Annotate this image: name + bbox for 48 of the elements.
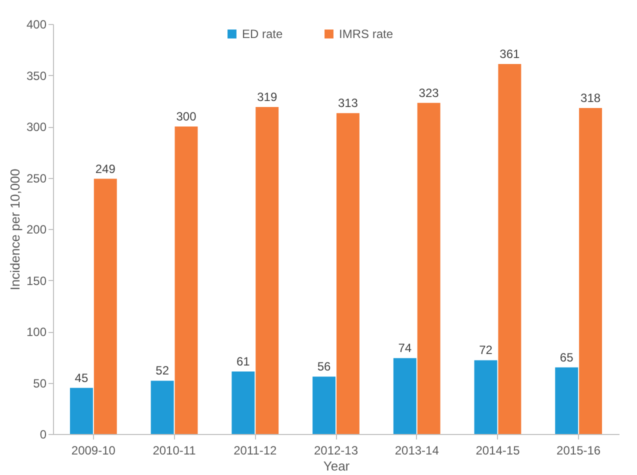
bar — [70, 388, 93, 434]
bar — [393, 358, 416, 434]
data-label: 361 — [500, 46, 520, 61]
data-label: 65 — [560, 350, 574, 364]
data-label: 52 — [156, 364, 170, 378]
bar — [555, 367, 578, 434]
y-tick-label: 250 — [26, 171, 47, 186]
data-label: 74 — [398, 341, 412, 356]
x-tick-label: 2015-16 — [556, 444, 601, 458]
bar — [174, 126, 198, 434]
bar — [94, 178, 117, 434]
y-tick-label: 0 — [40, 428, 47, 442]
bar — [312, 376, 336, 434]
x-tick-label: 2011-12 — [234, 444, 278, 458]
data-label: 72 — [479, 343, 493, 358]
data-label: 45 — [74, 370, 88, 385]
y-tick-label: 200 — [26, 222, 47, 236]
bar — [150, 380, 174, 434]
data-label: 319 — [257, 90, 278, 104]
legend-label: IMRS rate — [339, 27, 394, 41]
y-tick-label: 400 — [26, 18, 47, 32]
legend-label: ED rate — [242, 27, 284, 41]
x-tick-label: 2012-13 — [314, 444, 358, 458]
bar — [417, 102, 440, 434]
data-label: 318 — [580, 91, 601, 106]
bar — [498, 64, 522, 434]
data-label: 323 — [418, 86, 440, 100]
bar — [256, 107, 279, 434]
data-label: 249 — [95, 162, 116, 176]
bar — [232, 371, 255, 434]
y-tick-label: 350 — [26, 68, 47, 83]
bar — [336, 113, 360, 434]
x-tick-label: 2009-10 — [71, 444, 116, 458]
x-tick-label: 2013-14 — [394, 444, 440, 458]
data-label: 300 — [176, 110, 197, 124]
y-tick-label: 150 — [26, 274, 47, 288]
y-tick-label: 100 — [26, 325, 47, 339]
data-label: 56 — [317, 360, 332, 374]
y-tick-label: 50 — [33, 376, 47, 390]
x-tick-label: 2014-15 — [476, 444, 520, 458]
data-label: 61 — [236, 354, 250, 368]
y-axis-title: Incidence per 10,000 — [7, 168, 22, 290]
y-tick-label: 300 — [26, 120, 47, 134]
bar — [579, 108, 602, 434]
bar — [474, 360, 498, 434]
x-axis-title: Year — [323, 458, 350, 474]
x-tick-label: 2010-11 — [152, 444, 196, 458]
data-label: 313 — [338, 96, 358, 110]
